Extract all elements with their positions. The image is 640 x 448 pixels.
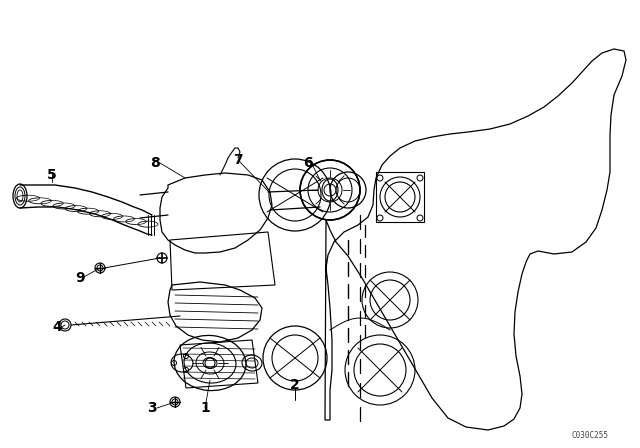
Text: 8: 8: [150, 156, 160, 170]
Text: 1: 1: [200, 401, 210, 415]
Text: 9: 9: [75, 271, 85, 285]
Text: 2: 2: [290, 378, 300, 392]
Text: C030C255: C030C255: [572, 431, 609, 439]
Text: 7: 7: [233, 153, 243, 167]
Text: 6: 6: [303, 156, 313, 170]
Text: 5: 5: [47, 168, 57, 182]
Text: 3: 3: [147, 401, 157, 415]
Text: 4: 4: [52, 320, 62, 334]
